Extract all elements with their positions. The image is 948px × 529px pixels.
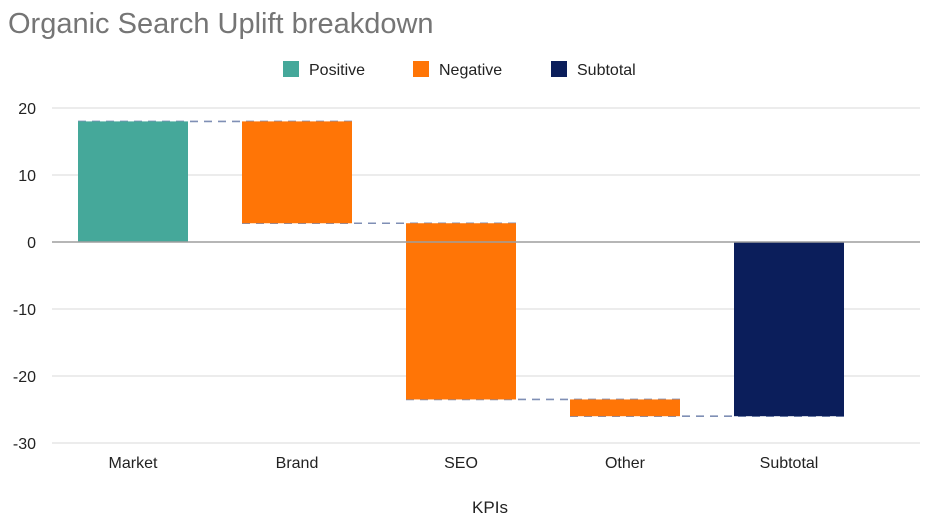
legend-item-subtotal: Subtotal [551,61,636,79]
bar-seo [406,223,516,400]
y-tick-label: -10 [13,302,36,319]
legend-swatch [413,61,429,77]
y-tick-label: -30 [13,436,36,453]
bar-layer [78,121,844,417]
legend-swatch [283,61,299,77]
x-tick-layer: Market Brand SEO Other Subtotal [109,455,819,472]
bar-brand [242,121,352,224]
legend-label: Negative [439,62,502,79]
y-tick-label: 10 [18,168,36,185]
x-tick-label: Other [605,455,646,472]
bar-other [570,399,680,417]
x-tick-label: Brand [276,455,319,472]
bar-market [78,121,188,242]
x-tick-label: SEO [444,455,478,472]
chart-title: Organic Search Uplift breakdown [8,8,434,40]
legend: Positive Negative Subtotal [283,61,636,79]
bar-subtotal [734,242,844,417]
legend-swatch [551,61,567,77]
y-tick-label: 20 [18,101,36,118]
y-tick-layer: 20 10 0 -10 -20 -30 [13,101,36,453]
x-tick-label: Market [109,455,158,472]
y-tick-label: 0 [27,235,36,252]
legend-item-positive: Positive [283,61,365,79]
legend-label: Positive [309,62,365,79]
legend-item-negative: Negative [413,61,502,79]
x-tick-label: Subtotal [760,455,819,472]
y-tick-label: -20 [13,369,36,386]
x-axis-title: KPIs [472,498,508,517]
legend-label: Subtotal [577,62,636,79]
